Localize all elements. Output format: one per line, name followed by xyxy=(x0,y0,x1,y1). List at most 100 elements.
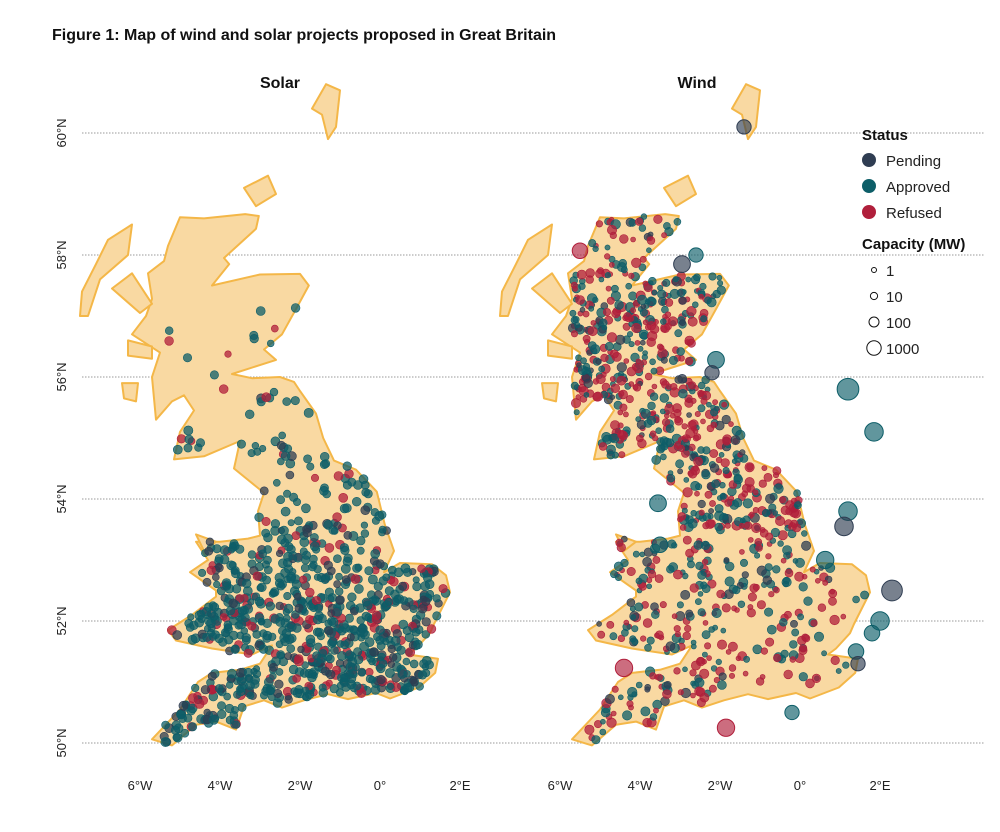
island xyxy=(79,223,133,317)
project-point-pending xyxy=(269,662,278,672)
offshore-project-approved xyxy=(784,704,800,721)
island xyxy=(243,174,277,208)
project-point-approved xyxy=(717,680,727,690)
project-point-refused xyxy=(582,334,591,343)
project-point-pending xyxy=(294,603,304,613)
project-point-approved xyxy=(288,664,299,675)
project-point-refused xyxy=(628,381,635,387)
project-point-approved xyxy=(712,289,721,299)
project-point-approved xyxy=(732,468,740,476)
project-point-pending xyxy=(369,647,379,657)
project-point-approved xyxy=(236,439,246,449)
project-point-refused xyxy=(709,684,717,693)
project-point-refused xyxy=(684,624,692,633)
project-point-refused xyxy=(728,641,738,652)
project-point-pending xyxy=(685,609,694,618)
project-point-approved xyxy=(290,574,301,584)
project-point-approved xyxy=(360,529,370,538)
project-point-approved xyxy=(724,561,735,572)
project-point-refused xyxy=(310,473,319,482)
project-point-approved xyxy=(235,544,245,554)
project-point-approved xyxy=(754,552,761,559)
project-point-approved xyxy=(640,331,649,340)
project-point-approved xyxy=(305,634,316,645)
project-point-pending xyxy=(730,435,741,446)
project-point-refused xyxy=(176,434,186,444)
project-point-approved xyxy=(165,326,174,335)
project-point-approved xyxy=(289,492,299,502)
project-point-approved xyxy=(191,683,200,693)
project-point-pending xyxy=(647,231,654,238)
project-point-approved xyxy=(573,409,580,416)
project-point-approved xyxy=(779,618,788,627)
project-point-approved xyxy=(671,542,678,549)
project-point-refused xyxy=(746,608,756,618)
project-point-refused xyxy=(755,544,763,552)
project-point-approved xyxy=(352,563,362,573)
project-point-refused xyxy=(654,574,664,583)
project-point-approved xyxy=(798,582,808,592)
project-point-approved xyxy=(283,603,294,614)
project-point-approved xyxy=(198,568,207,577)
project-point-refused xyxy=(749,511,755,518)
project-point-approved xyxy=(194,443,203,452)
project-point-pending xyxy=(204,546,214,556)
project-point-pending xyxy=(724,589,734,600)
project-point-approved xyxy=(259,445,267,453)
project-point-approved xyxy=(173,444,183,455)
offshore-project-approved xyxy=(649,494,667,513)
project-point-approved xyxy=(278,580,287,589)
project-point-refused xyxy=(775,515,786,526)
project-point-approved xyxy=(852,595,860,604)
project-point-approved xyxy=(695,598,702,605)
project-point-pending xyxy=(228,598,238,608)
project-point-approved xyxy=(261,528,271,538)
project-point-approved xyxy=(715,658,722,666)
project-point-refused xyxy=(344,469,354,479)
project-point-pending xyxy=(708,508,714,514)
project-point-approved xyxy=(217,701,226,710)
project-point-refused xyxy=(673,409,682,418)
project-point-refused xyxy=(585,275,594,284)
project-point-refused xyxy=(685,548,694,558)
project-point-pending xyxy=(678,296,687,305)
legend-size-1000 xyxy=(866,340,882,356)
project-point-pending xyxy=(215,562,223,571)
project-point-approved xyxy=(789,640,798,649)
project-point-approved xyxy=(424,660,434,670)
project-point-approved xyxy=(185,623,195,632)
project-point-approved xyxy=(247,550,257,559)
y-tick-label: 50°N xyxy=(54,728,69,757)
project-point-pending xyxy=(741,571,749,579)
project-point-approved xyxy=(356,546,365,555)
project-point-approved xyxy=(370,685,381,695)
project-point-refused xyxy=(691,660,701,671)
project-point-approved xyxy=(335,688,344,697)
project-point-pending xyxy=(200,685,210,695)
project-point-approved xyxy=(663,222,671,230)
project-point-approved xyxy=(347,657,358,667)
project-point-refused xyxy=(780,557,787,564)
project-point-approved xyxy=(604,272,612,279)
project-point-refused xyxy=(828,596,837,606)
project-point-pending xyxy=(275,601,284,611)
project-point-approved xyxy=(718,451,725,458)
project-point-approved xyxy=(432,611,442,621)
legend-swatch-refused xyxy=(862,205,876,219)
project-point-approved xyxy=(229,710,239,720)
project-point-refused xyxy=(618,430,628,441)
offshore-project-approved xyxy=(870,611,890,631)
project-point-approved xyxy=(242,578,252,589)
project-point-approved xyxy=(342,556,353,567)
offshore-project-approved xyxy=(864,422,884,442)
project-point-approved xyxy=(309,541,320,552)
project-point-approved xyxy=(659,393,669,403)
offshore-project-approved xyxy=(651,536,669,554)
project-point-approved xyxy=(673,218,682,226)
project-point-approved xyxy=(577,365,588,376)
project-point-approved xyxy=(364,566,374,576)
project-point-approved xyxy=(254,596,265,607)
legend-size-100 xyxy=(868,316,880,328)
project-point-refused xyxy=(646,577,653,584)
project-point-pending xyxy=(723,557,730,563)
